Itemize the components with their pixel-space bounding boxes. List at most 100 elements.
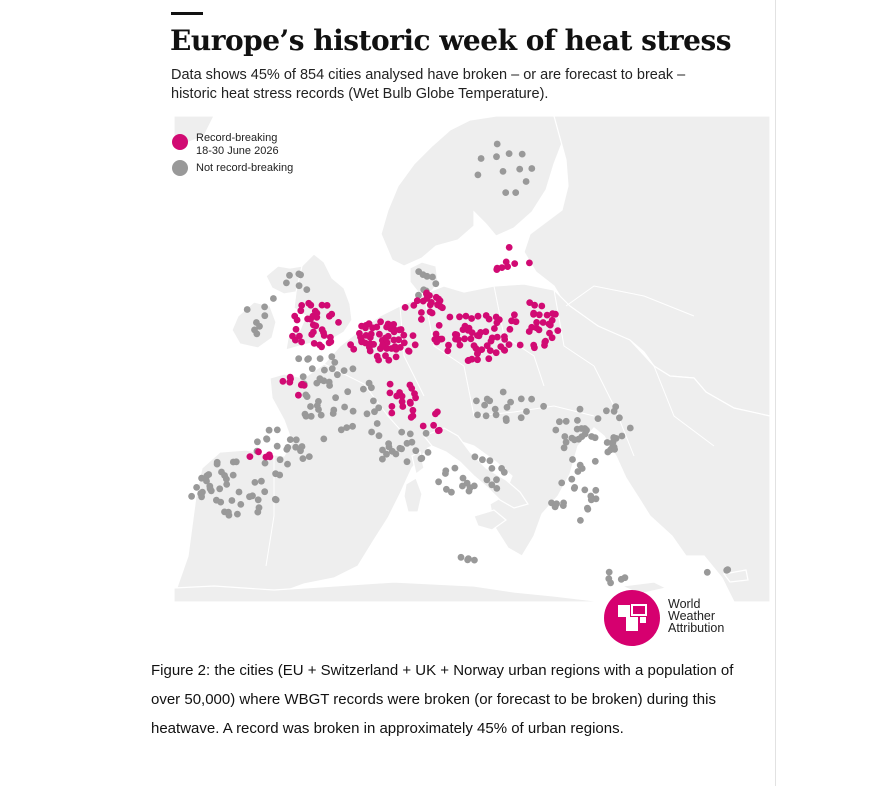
- city-dot-record: [516, 341, 524, 349]
- city-dot-not-record: [574, 417, 581, 424]
- city-dot-record: [491, 325, 498, 332]
- title-accent-rule: [171, 12, 203, 15]
- city-dot-not-record: [605, 568, 613, 576]
- city-dot-record: [406, 381, 414, 389]
- city-dot-not-record: [499, 388, 507, 396]
- city-dot-not-record: [316, 355, 324, 362]
- city-dot-record: [505, 341, 513, 348]
- city-dot-record: [482, 312, 490, 319]
- city-dot-record: [505, 244, 513, 251]
- city-dot-not-record: [375, 432, 383, 440]
- city-dot-record: [293, 316, 301, 324]
- city-dot-not-record: [584, 504, 591, 512]
- legend-record-label: Record-breaking: [196, 132, 278, 144]
- city-dot-record: [418, 309, 425, 316]
- city-dot-record: [531, 344, 538, 352]
- city-dot-not-record: [223, 481, 231, 488]
- city-dot-record: [382, 334, 389, 342]
- city-dot-not-record: [429, 273, 436, 281]
- city-dot-not-record: [229, 458, 237, 466]
- city-dot-not-record: [305, 453, 313, 460]
- city-dot-record: [316, 341, 323, 349]
- figure-subtitle: Data shows 45% of 854 cities analysed ha…: [171, 67, 686, 102]
- city-dot-record: [468, 329, 476, 336]
- city-dot-not-record: [206, 485, 214, 493]
- city-dot-not-record: [483, 476, 491, 484]
- city-dot-not-record: [451, 464, 459, 472]
- city-dot-not-record: [507, 398, 514, 406]
- city-dot-not-record: [474, 171, 482, 179]
- city-dot-not-record: [611, 446, 618, 453]
- city-dot-not-record: [299, 455, 307, 462]
- city-dot-not-record: [272, 470, 279, 478]
- city-dot-record: [504, 263, 511, 270]
- city-dot-record: [474, 356, 481, 364]
- city-dot-record: [445, 341, 452, 349]
- city-dot-record: [362, 339, 369, 347]
- city-dot-not-record: [320, 377, 328, 385]
- city-dot-not-record: [235, 488, 243, 496]
- city-dot-not-record: [330, 406, 338, 414]
- city-dot-not-record: [188, 492, 195, 500]
- city-dot-record: [506, 325, 514, 333]
- city-dot-record: [511, 260, 519, 267]
- city-dot-record: [366, 347, 374, 355]
- city-dot-not-record: [365, 379, 373, 387]
- city-dot-not-record: [626, 424, 634, 432]
- city-dot-not-record: [370, 397, 377, 405]
- city-dot-not-record: [481, 401, 488, 409]
- city-dot-not-record: [610, 407, 618, 415]
- city-dot-not-record: [471, 453, 479, 461]
- city-dot-not-record: [486, 457, 494, 465]
- city-dot-not-record: [297, 271, 304, 279]
- city-dot-not-record: [561, 433, 569, 440]
- land-scandinavia: [380, 115, 565, 267]
- city-dot-not-record: [217, 498, 225, 506]
- city-dot-record: [444, 347, 452, 355]
- city-dot-record: [434, 427, 442, 435]
- city-dot-not-record: [559, 502, 567, 509]
- city-dot-record: [452, 335, 459, 343]
- city-dot-record: [357, 333, 364, 341]
- city-dot-not-record: [417, 455, 425, 463]
- city-dot-not-record: [562, 438, 570, 446]
- city-dot-record: [407, 413, 415, 421]
- city-dot-record: [392, 353, 400, 361]
- city-dot-not-record: [412, 447, 420, 455]
- city-dot-not-record: [284, 460, 291, 468]
- city-dot-record: [310, 340, 318, 347]
- city-dot-record: [298, 302, 306, 309]
- city-dot-not-record: [574, 468, 582, 475]
- city-dot-not-record: [340, 367, 348, 374]
- city-dot-not-record: [502, 189, 510, 196]
- city-dot-not-record: [603, 407, 610, 415]
- city-dot-not-record: [272, 496, 280, 504]
- city-dot-record: [501, 347, 509, 354]
- city-dot-not-record: [295, 355, 303, 363]
- figure-title: Europe’s historic week of heat stress: [170, 24, 731, 57]
- city-dot-not-record: [213, 458, 221, 466]
- city-dot-not-record: [373, 420, 381, 427]
- city-dot-not-record: [396, 444, 404, 452]
- city-dot-not-record: [578, 425, 585, 432]
- city-dot-record: [309, 321, 317, 329]
- city-dot-not-record: [432, 280, 440, 288]
- city-dot-record: [430, 421, 437, 429]
- city-dot-record: [433, 338, 441, 346]
- city-dot-not-record: [308, 365, 316, 373]
- city-dot-not-record: [246, 493, 253, 501]
- city-dot-not-record: [483, 395, 491, 403]
- europe-map-svg: [173, 115, 771, 603]
- city-dot-not-record: [560, 444, 568, 452]
- city-dot-record: [386, 389, 394, 397]
- city-dot-record: [373, 352, 381, 360]
- city-dot-not-record: [403, 458, 411, 466]
- city-dot-not-record: [423, 272, 431, 280]
- city-dot-not-record: [578, 433, 586, 440]
- city-dot-record: [533, 319, 540, 326]
- city-dot-not-record: [603, 439, 611, 446]
- city-dot-record: [295, 391, 302, 399]
- city-dot-not-record: [199, 488, 206, 496]
- city-dot-not-record: [243, 306, 251, 313]
- city-dot-not-record: [523, 408, 530, 415]
